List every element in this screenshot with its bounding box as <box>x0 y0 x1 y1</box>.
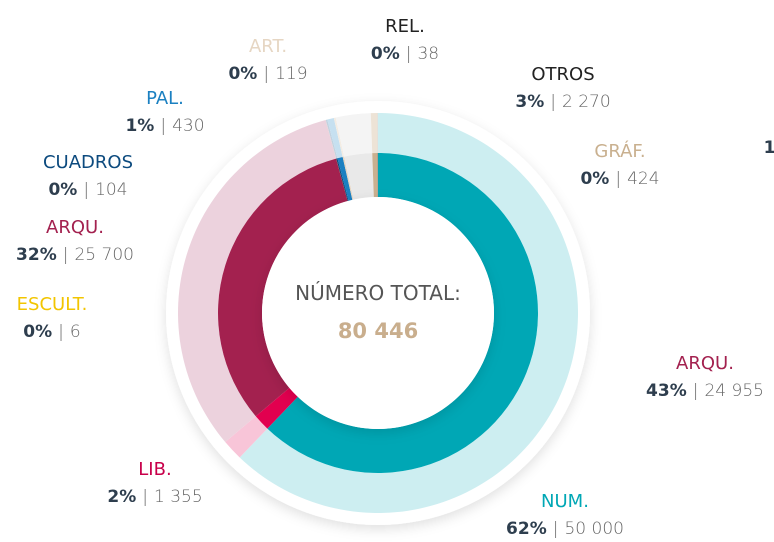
value: 6 <box>70 322 81 342</box>
category-label: NUM. <box>541 491 589 512</box>
value: 424 <box>627 169 659 189</box>
category-label: F <box>773 110 774 131</box>
separator: | <box>83 180 89 200</box>
segment <box>342 156 354 200</box>
value: 50 000 <box>564 519 623 539</box>
separator: | <box>550 92 556 112</box>
segment <box>217 158 348 417</box>
category-label: LIB. <box>138 459 171 480</box>
value: 119 <box>275 64 307 84</box>
outer-segment <box>370 113 378 154</box>
outer-segment <box>178 119 337 443</box>
value: 2 270 <box>562 92 611 112</box>
category-label: OTROS <box>531 64 594 85</box>
segment <box>267 153 538 473</box>
outer-segment <box>325 119 338 159</box>
value-label: 0% | 6 <box>23 322 80 342</box>
value: 25 700 <box>74 245 133 265</box>
value-label: 0% | 119 <box>228 64 307 84</box>
separator: | <box>553 519 559 539</box>
percent-label: 0% <box>228 64 257 84</box>
outer-segment <box>239 113 578 513</box>
center-label: NÚMERO TOTAL: <box>295 281 461 305</box>
outer-segment <box>333 117 345 157</box>
value-label: 0% | 38 <box>371 44 439 64</box>
category-label: PAL. <box>146 88 184 109</box>
separator: | <box>693 381 699 401</box>
segment <box>336 158 348 202</box>
outer-segment <box>327 117 343 159</box>
value-label: 1% <box>764 138 774 158</box>
percent-label: 0% <box>48 180 77 200</box>
percent-label: 0% <box>371 44 400 64</box>
outer-segment <box>325 119 337 159</box>
category-label: REL. <box>385 16 425 37</box>
percent-label: 0% <box>580 169 609 189</box>
separator: | <box>142 487 148 507</box>
value: 104 <box>95 180 127 200</box>
separator: | <box>406 44 412 64</box>
value-label: 0% | 424 <box>580 169 659 189</box>
value-label: 2% | 1 355 <box>107 487 202 507</box>
category-label: ARQU. <box>676 353 734 374</box>
outer-segment <box>335 113 373 157</box>
separator: | <box>615 169 621 189</box>
value-label: 43% | 24 955 <box>646 381 764 401</box>
rings <box>178 113 578 513</box>
value: 430 <box>172 116 204 136</box>
value: 1 355 <box>154 487 203 507</box>
separator: | <box>63 245 69 265</box>
segment <box>344 153 374 200</box>
value: 38 <box>417 44 439 64</box>
category-label: GRÁF. <box>594 140 645 162</box>
category-label: CUADROS <box>43 152 133 173</box>
percent-label: 2% <box>107 487 136 507</box>
percent-label: 1% <box>764 138 774 158</box>
value-label: 0% | 104 <box>48 180 127 200</box>
total: 80 446 <box>338 319 418 343</box>
percent-label: 1% <box>125 116 154 136</box>
separator: | <box>160 116 166 136</box>
category-label: ESCULT. <box>17 294 88 315</box>
segment <box>255 387 298 429</box>
value-label: 3% | 2 270 <box>515 92 610 112</box>
segment <box>337 156 353 201</box>
outer-segment <box>377 113 378 154</box>
category-label: ARQU. <box>46 217 104 238</box>
segment <box>336 158 349 202</box>
percent-label: 0% <box>23 322 52 342</box>
percent-label: 62% <box>506 519 547 539</box>
category-label: ART. <box>249 36 287 57</box>
value-label: 32% | 25 700 <box>16 245 134 265</box>
value-label: 62% | 50 000 <box>506 519 624 539</box>
outer-segment <box>225 416 268 458</box>
donut-hole <box>262 197 494 429</box>
value: 24 955 <box>704 381 763 401</box>
segment <box>372 153 378 198</box>
separator: | <box>58 322 64 342</box>
percent-label: 3% <box>515 92 544 112</box>
percent-label: 43% <box>646 381 687 401</box>
percent-label: 32% <box>16 245 57 265</box>
value-label: 1% | 430 <box>125 116 204 136</box>
separator: | <box>263 64 269 84</box>
